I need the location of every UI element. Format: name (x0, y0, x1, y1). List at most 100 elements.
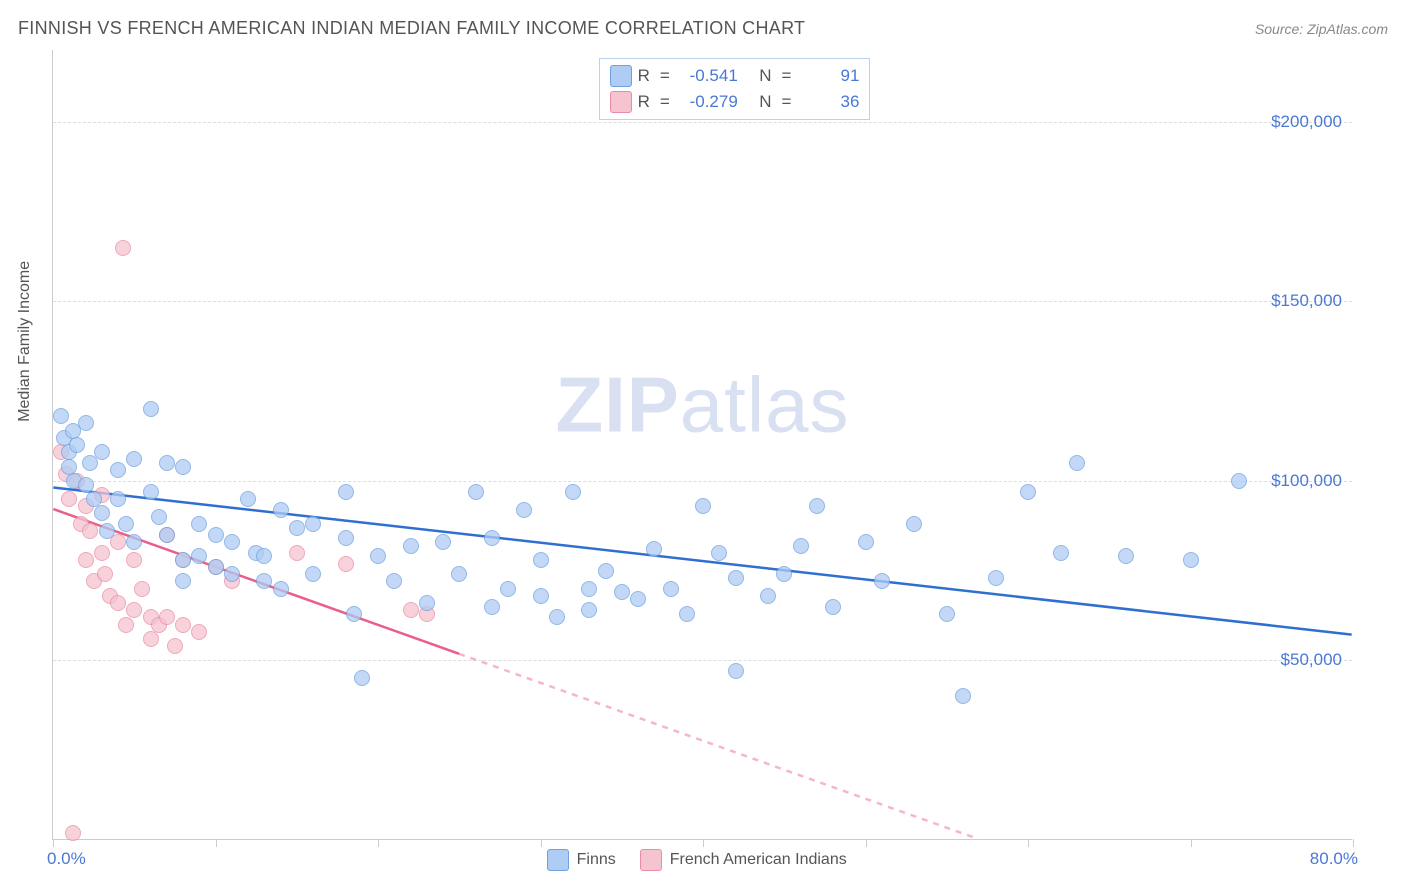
x-tick (703, 839, 704, 847)
grid-line (53, 122, 1352, 123)
pink-marker (175, 617, 191, 633)
x-tick (378, 839, 379, 847)
blue-marker (386, 573, 402, 589)
blue-marker (484, 599, 500, 615)
blue-marker (533, 552, 549, 568)
blue-marker (858, 534, 874, 550)
blue-marker (776, 566, 792, 582)
blue-marker (988, 570, 1004, 586)
blue-marker (94, 444, 110, 460)
blue-marker (1020, 484, 1036, 500)
x-min-label: 0.0% (47, 849, 86, 869)
stats-row: R=-0.279 N=36 (610, 89, 860, 115)
blue-marker (419, 595, 435, 611)
pink-marker (110, 595, 126, 611)
blue-marker (711, 545, 727, 561)
blue-marker (175, 459, 191, 475)
blue-marker (679, 606, 695, 622)
pink-marker (143, 631, 159, 647)
blue-marker (598, 563, 614, 579)
blue-marker (240, 491, 256, 507)
blue-marker (99, 523, 115, 539)
blue-marker (955, 688, 971, 704)
y-tick-label: $200,000 (1271, 112, 1342, 132)
page-title: FINNISH VS FRENCH AMERICAN INDIAN MEDIAN… (18, 18, 805, 39)
blue-marker (338, 530, 354, 546)
blue-marker (533, 588, 549, 604)
blue-marker (906, 516, 922, 532)
series-legend: Finns French American Indians (547, 849, 847, 871)
blue-marker (159, 527, 175, 543)
legend-swatch (610, 65, 632, 87)
blue-marker (581, 602, 597, 618)
blue-marker (370, 548, 386, 564)
blue-marker (126, 534, 142, 550)
y-axis-label: Median Family Income (16, 260, 34, 421)
blue-marker (208, 559, 224, 575)
blue-marker (939, 606, 955, 622)
scatter-chart: ZIPatlas Median Family Income $50,000$10… (52, 50, 1352, 840)
pink-marker (82, 523, 98, 539)
legend-swatch (640, 849, 662, 871)
blue-marker (159, 455, 175, 471)
blue-marker (126, 451, 142, 467)
blue-marker (614, 584, 630, 600)
y-tick-label: $150,000 (1271, 291, 1342, 311)
blue-marker (646, 541, 662, 557)
pink-marker (338, 556, 354, 572)
blue-marker (53, 408, 69, 424)
blue-marker (663, 581, 679, 597)
blue-marker (256, 573, 272, 589)
blue-marker (224, 566, 240, 582)
grid-line (53, 660, 1352, 661)
blue-marker (191, 516, 207, 532)
blue-marker (516, 502, 532, 518)
blue-marker (143, 401, 159, 417)
x-tick (866, 839, 867, 847)
legend-item: French American Indians (640, 849, 847, 871)
blue-marker (118, 516, 134, 532)
blue-marker (110, 491, 126, 507)
blue-marker (289, 520, 305, 536)
legend-swatch (547, 849, 569, 871)
blue-marker (760, 588, 776, 604)
blue-marker (151, 509, 167, 525)
x-tick (53, 839, 54, 847)
x-tick (1353, 839, 1354, 847)
pink-marker (126, 552, 142, 568)
trend-lines (53, 50, 1352, 839)
blue-marker (273, 581, 289, 597)
x-tick (1191, 839, 1192, 847)
pink-marker (126, 602, 142, 618)
blue-marker (695, 498, 711, 514)
blue-marker (69, 437, 85, 453)
blue-marker (175, 573, 191, 589)
x-max-label: 80.0% (1310, 849, 1358, 869)
pink-marker (118, 617, 134, 633)
x-tick (216, 839, 217, 847)
blue-marker (809, 498, 825, 514)
blue-marker (1069, 455, 1085, 471)
blue-marker (403, 538, 419, 554)
blue-marker (273, 502, 289, 518)
blue-marker (1183, 552, 1199, 568)
blue-marker (435, 534, 451, 550)
blue-marker (208, 527, 224, 543)
source-attribution: Source: ZipAtlas.com (1255, 21, 1388, 37)
blue-marker (630, 591, 646, 607)
legend-label: French American Indians (670, 851, 847, 869)
blue-marker (143, 484, 159, 500)
pink-marker (115, 240, 131, 256)
blue-marker (728, 663, 744, 679)
blue-marker (468, 484, 484, 500)
blue-marker (305, 516, 321, 532)
blue-marker (581, 581, 597, 597)
legend-label: Finns (577, 851, 616, 869)
blue-marker (825, 599, 841, 615)
blue-marker (78, 415, 94, 431)
legend-item: Finns (547, 849, 616, 871)
blue-marker (565, 484, 581, 500)
x-tick (1028, 839, 1029, 847)
blue-marker (1053, 545, 1069, 561)
blue-marker (346, 606, 362, 622)
